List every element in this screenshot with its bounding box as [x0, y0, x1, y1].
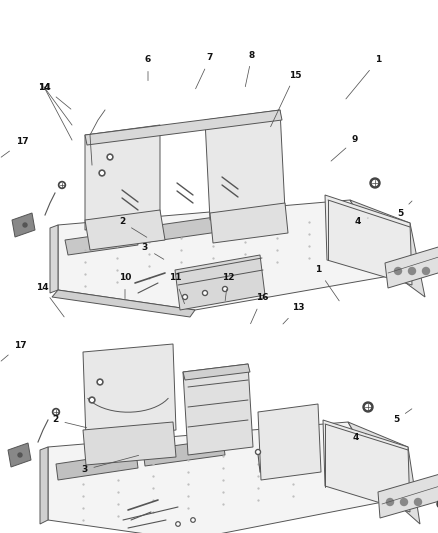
Circle shape — [89, 397, 95, 403]
Text: 14: 14 — [38, 83, 50, 92]
Polygon shape — [83, 344, 176, 440]
Polygon shape — [183, 364, 253, 455]
Circle shape — [192, 519, 194, 521]
Text: 7: 7 — [196, 53, 213, 88]
Polygon shape — [8, 443, 31, 467]
Circle shape — [91, 399, 93, 401]
Circle shape — [204, 292, 206, 294]
Polygon shape — [56, 452, 138, 480]
Text: 5: 5 — [393, 409, 412, 424]
Circle shape — [409, 268, 416, 274]
Text: 10: 10 — [119, 273, 131, 298]
Circle shape — [202, 290, 208, 295]
Text: 14: 14 — [35, 282, 64, 317]
Polygon shape — [40, 447, 48, 524]
Text: 3: 3 — [81, 455, 139, 474]
Text: 13: 13 — [283, 303, 304, 324]
Polygon shape — [58, 200, 395, 310]
Circle shape — [54, 410, 58, 414]
Circle shape — [183, 295, 187, 300]
Circle shape — [177, 523, 179, 525]
Circle shape — [395, 268, 402, 274]
Polygon shape — [183, 364, 250, 380]
Polygon shape — [48, 422, 393, 533]
Text: 17: 17 — [1, 138, 28, 157]
Circle shape — [176, 522, 180, 526]
Text: 11: 11 — [169, 273, 184, 304]
Polygon shape — [210, 203, 288, 243]
Circle shape — [101, 172, 103, 174]
Circle shape — [53, 408, 60, 416]
Polygon shape — [65, 230, 138, 255]
Text: 2: 2 — [52, 416, 87, 427]
Text: 15: 15 — [271, 70, 301, 127]
Polygon shape — [145, 217, 218, 242]
Circle shape — [99, 170, 105, 176]
Circle shape — [107, 154, 113, 160]
Circle shape — [223, 287, 227, 292]
Text: 14: 14 — [38, 83, 71, 109]
Polygon shape — [85, 110, 282, 145]
Circle shape — [370, 178, 380, 188]
Text: 1: 1 — [315, 265, 339, 301]
Text: 2: 2 — [119, 217, 147, 237]
Polygon shape — [83, 422, 176, 465]
Circle shape — [97, 379, 103, 385]
Polygon shape — [385, 245, 438, 288]
Circle shape — [184, 296, 186, 298]
Polygon shape — [52, 290, 195, 317]
Text: 8: 8 — [245, 51, 255, 87]
Circle shape — [99, 381, 101, 383]
Polygon shape — [348, 422, 420, 524]
Polygon shape — [12, 213, 35, 237]
Text: 12: 12 — [222, 273, 234, 301]
Text: 9: 9 — [331, 135, 358, 161]
Polygon shape — [323, 420, 410, 512]
Circle shape — [372, 181, 378, 185]
Polygon shape — [378, 474, 438, 518]
Polygon shape — [50, 225, 58, 293]
Text: 1: 1 — [346, 55, 381, 99]
Polygon shape — [258, 404, 321, 480]
Circle shape — [400, 498, 407, 505]
Text: 4: 4 — [353, 433, 366, 442]
Polygon shape — [85, 125, 160, 230]
Polygon shape — [205, 110, 285, 220]
Circle shape — [386, 498, 393, 505]
Text: 3: 3 — [142, 244, 164, 259]
Circle shape — [257, 451, 259, 453]
Text: 17: 17 — [1, 341, 26, 361]
Circle shape — [437, 500, 438, 508]
Circle shape — [224, 288, 226, 290]
Polygon shape — [350, 200, 425, 297]
Circle shape — [60, 183, 64, 187]
Polygon shape — [175, 255, 265, 310]
Circle shape — [363, 402, 373, 412]
Text: 6: 6 — [145, 55, 151, 80]
Circle shape — [59, 182, 66, 189]
Polygon shape — [143, 439, 225, 466]
Polygon shape — [325, 195, 412, 285]
Text: 5: 5 — [397, 201, 412, 217]
Text: 16: 16 — [251, 294, 268, 324]
Circle shape — [365, 405, 371, 409]
Circle shape — [18, 453, 22, 457]
Circle shape — [109, 156, 111, 158]
Circle shape — [255, 449, 261, 455]
Circle shape — [191, 518, 195, 522]
Polygon shape — [85, 210, 165, 250]
Circle shape — [414, 498, 421, 505]
Circle shape — [423, 268, 430, 274]
Circle shape — [23, 223, 27, 227]
Text: 4: 4 — [355, 217, 368, 227]
